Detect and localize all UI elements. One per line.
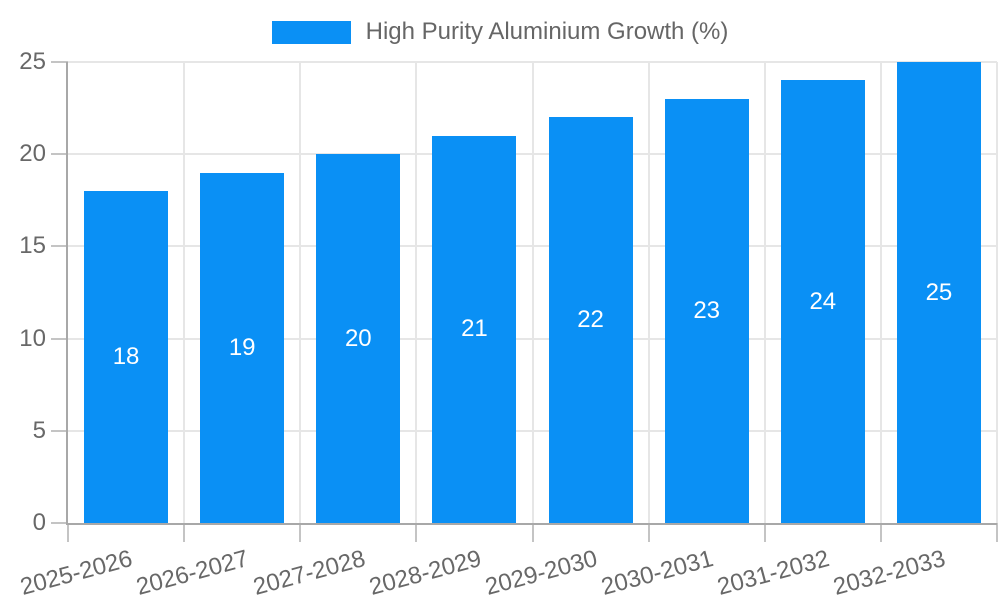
gridline-v bbox=[415, 62, 418, 523]
x-tick-mark bbox=[67, 523, 69, 542]
x-tick-label: 2030-2031 bbox=[598, 545, 717, 601]
x-axis-line bbox=[66, 523, 997, 525]
x-tick-label: 2025-2026 bbox=[17, 545, 136, 601]
x-tick-label: 2028-2029 bbox=[366, 545, 484, 601]
x-tick-mark bbox=[531, 523, 534, 542]
gridline-v bbox=[531, 62, 534, 523]
gridline-v bbox=[996, 62, 998, 523]
gridline-v bbox=[763, 62, 766, 523]
y-axis-line bbox=[66, 62, 68, 523]
y-tick-label: 25 bbox=[19, 48, 46, 75]
x-tick-mark bbox=[415, 523, 418, 542]
gridline-v bbox=[647, 62, 650, 523]
gridline-v bbox=[879, 62, 882, 523]
y-tick-label: 0 bbox=[32, 509, 46, 536]
y-tick-mark bbox=[51, 522, 68, 524]
y-tick-label: 15 bbox=[19, 232, 46, 260]
y-tick-mark bbox=[51, 61, 68, 63]
y-tick-label: 20 bbox=[19, 140, 46, 168]
bar[interactable] bbox=[316, 154, 401, 523]
bar[interactable] bbox=[896, 62, 981, 523]
x-tick-label: 2026-2027 bbox=[133, 545, 252, 601]
x-tick-label: 2032-2033 bbox=[830, 545, 949, 601]
bar[interactable] bbox=[432, 135, 517, 523]
x-tick-mark bbox=[996, 523, 998, 542]
x-tick-label: 2031-2032 bbox=[714, 545, 833, 601]
x-tick-mark bbox=[879, 523, 882, 542]
y-tick-mark bbox=[51, 245, 68, 248]
x-tick-label: 2027-2028 bbox=[249, 545, 368, 601]
bar[interactable] bbox=[200, 172, 285, 523]
gridline-v bbox=[183, 62, 186, 523]
gridline-v bbox=[299, 62, 302, 523]
bar[interactable] bbox=[84, 191, 169, 523]
bar[interactable] bbox=[548, 117, 633, 523]
x-tick-mark bbox=[183, 523, 186, 542]
y-tick-mark bbox=[51, 429, 68, 432]
bar[interactable] bbox=[780, 80, 865, 523]
x-tick-mark bbox=[647, 523, 650, 542]
legend[interactable]: High Purity Aluminium Growth (%) bbox=[0, 18, 1000, 46]
legend-label: High Purity Aluminium Growth (%) bbox=[365, 18, 729, 45]
legend-swatch-icon bbox=[271, 20, 351, 44]
bar[interactable] bbox=[664, 98, 749, 523]
x-tick-label: 2029-2030 bbox=[482, 545, 601, 601]
y-tick-label: 10 bbox=[19, 324, 46, 352]
y-tick-mark bbox=[51, 337, 68, 340]
y-tick-mark bbox=[51, 153, 68, 156]
x-tick-mark bbox=[763, 523, 766, 542]
x-tick-mark bbox=[299, 523, 302, 542]
y-tick-label: 5 bbox=[32, 416, 46, 444]
